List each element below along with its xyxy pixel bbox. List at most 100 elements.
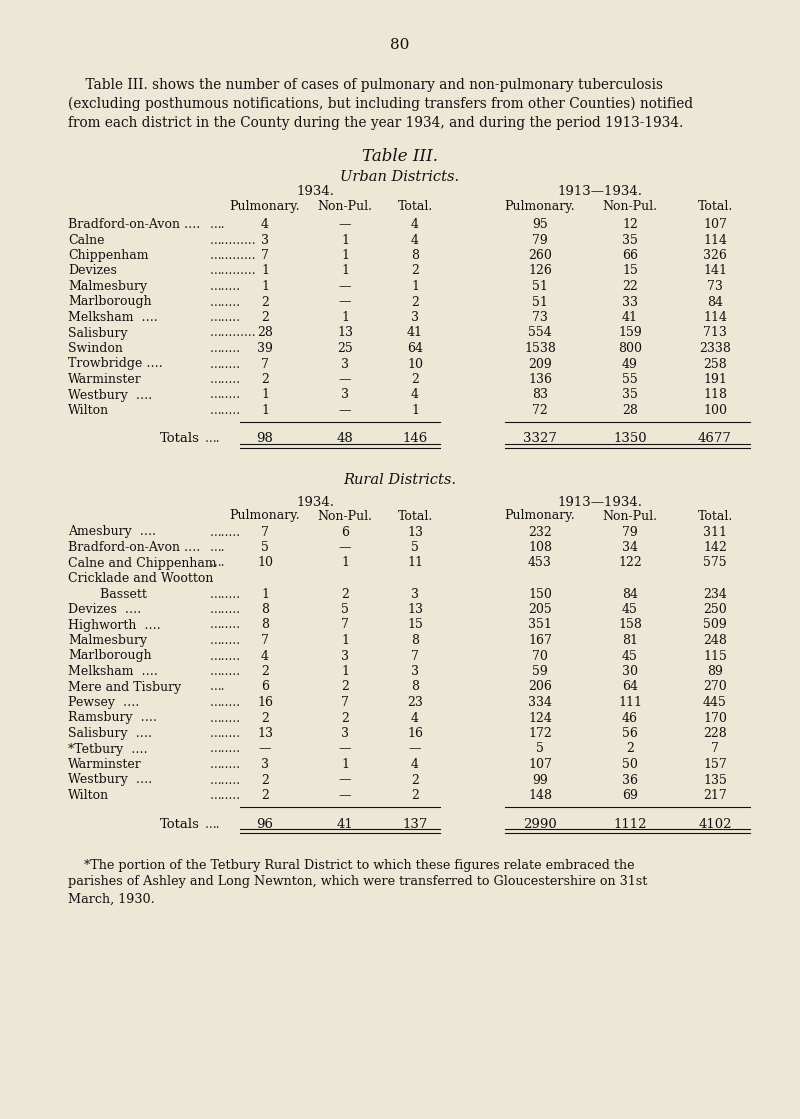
Text: 15: 15 bbox=[622, 264, 638, 278]
Text: Pulmonary.: Pulmonary. bbox=[230, 509, 300, 523]
Text: Devizes: Devizes bbox=[68, 264, 117, 278]
Text: ….….….: ….….…. bbox=[210, 234, 257, 246]
Text: Amesbury  ….: Amesbury …. bbox=[68, 526, 156, 538]
Text: 1: 1 bbox=[341, 264, 349, 278]
Text: 4: 4 bbox=[411, 758, 419, 771]
Text: 150: 150 bbox=[528, 587, 552, 601]
Text: ….….: ….…. bbox=[210, 603, 241, 615]
Text: 209: 209 bbox=[528, 357, 552, 370]
Text: 228: 228 bbox=[703, 727, 727, 740]
Text: 713: 713 bbox=[703, 327, 727, 339]
Text: ….….: ….…. bbox=[210, 404, 241, 417]
Text: 1: 1 bbox=[261, 388, 269, 402]
Text: ….….: ….…. bbox=[210, 388, 241, 402]
Text: 800: 800 bbox=[618, 342, 642, 355]
Text: ….….….: ….….…. bbox=[210, 250, 257, 262]
Text: ….….: ….…. bbox=[210, 727, 241, 740]
Text: 59: 59 bbox=[532, 665, 548, 678]
Text: ….….: ….…. bbox=[210, 743, 241, 755]
Text: 509: 509 bbox=[703, 619, 727, 631]
Text: 33: 33 bbox=[622, 295, 638, 309]
Text: Chippenham: Chippenham bbox=[68, 250, 149, 262]
Text: Wilton: Wilton bbox=[68, 404, 109, 417]
Text: 3327: 3327 bbox=[523, 433, 557, 445]
Text: ….….: ….…. bbox=[210, 295, 241, 309]
Text: —: — bbox=[338, 789, 351, 802]
Text: 1: 1 bbox=[341, 556, 349, 570]
Text: 98: 98 bbox=[257, 433, 274, 445]
Text: 445: 445 bbox=[703, 696, 727, 709]
Text: 270: 270 bbox=[703, 680, 727, 694]
Text: ….: …. bbox=[205, 818, 221, 830]
Text: 108: 108 bbox=[528, 540, 552, 554]
Text: 23: 23 bbox=[407, 696, 423, 709]
Text: 2: 2 bbox=[341, 587, 349, 601]
Text: 84: 84 bbox=[622, 587, 638, 601]
Text: 167: 167 bbox=[528, 634, 552, 647]
Text: Melksham  ….: Melksham …. bbox=[68, 665, 158, 678]
Text: 206: 206 bbox=[528, 680, 552, 694]
Text: 159: 159 bbox=[618, 327, 642, 339]
Text: 136: 136 bbox=[528, 373, 552, 386]
Text: March, 1930.: March, 1930. bbox=[68, 893, 154, 905]
Text: 107: 107 bbox=[528, 758, 552, 771]
Text: 16: 16 bbox=[257, 696, 273, 709]
Text: 250: 250 bbox=[703, 603, 727, 615]
Text: Pulmonary.: Pulmonary. bbox=[505, 509, 575, 523]
Text: 107: 107 bbox=[703, 218, 727, 231]
Text: 7: 7 bbox=[261, 634, 269, 647]
Text: 4: 4 bbox=[261, 218, 269, 231]
Text: 8: 8 bbox=[261, 619, 269, 631]
Text: 22: 22 bbox=[622, 280, 638, 293]
Text: 100: 100 bbox=[703, 404, 727, 417]
Text: ….….: ….…. bbox=[210, 311, 241, 325]
Text: 4: 4 bbox=[411, 712, 419, 724]
Text: Highworth  ….: Highworth …. bbox=[68, 619, 161, 631]
Text: 3: 3 bbox=[341, 388, 349, 402]
Text: ….: …. bbox=[210, 218, 226, 231]
Text: 7: 7 bbox=[261, 357, 269, 370]
Text: 7: 7 bbox=[261, 526, 269, 538]
Text: 2: 2 bbox=[341, 712, 349, 724]
Text: Malmesbury: Malmesbury bbox=[68, 280, 147, 293]
Text: 2: 2 bbox=[411, 773, 419, 787]
Text: 41: 41 bbox=[622, 311, 638, 325]
Text: 66: 66 bbox=[622, 250, 638, 262]
Text: 64: 64 bbox=[622, 680, 638, 694]
Text: 205: 205 bbox=[528, 603, 552, 615]
Text: 7: 7 bbox=[341, 619, 349, 631]
Text: 1: 1 bbox=[341, 250, 349, 262]
Text: ….….: ….…. bbox=[210, 373, 241, 386]
Text: 8: 8 bbox=[411, 680, 419, 694]
Text: —: — bbox=[338, 743, 351, 755]
Text: 1350: 1350 bbox=[613, 433, 647, 445]
Text: *The portion of the Tetbury Rural District to which these figures relate embrace: *The portion of the Tetbury Rural Distri… bbox=[68, 858, 634, 872]
Text: 7: 7 bbox=[411, 649, 419, 662]
Text: 35: 35 bbox=[622, 388, 638, 402]
Text: 157: 157 bbox=[703, 758, 727, 771]
Text: 2: 2 bbox=[261, 773, 269, 787]
Text: 6: 6 bbox=[341, 526, 349, 538]
Text: ….: …. bbox=[210, 680, 226, 694]
Text: 89: 89 bbox=[707, 665, 723, 678]
Text: ….….: ….…. bbox=[210, 357, 241, 370]
Text: 45: 45 bbox=[622, 603, 638, 615]
Text: ….….: ….…. bbox=[210, 619, 241, 631]
Text: Marlborough: Marlborough bbox=[68, 649, 152, 662]
Text: Bradford-on-Avon ….: Bradford-on-Avon …. bbox=[68, 540, 200, 554]
Text: 3: 3 bbox=[341, 357, 349, 370]
Text: 351: 351 bbox=[528, 619, 552, 631]
Text: 15: 15 bbox=[407, 619, 423, 631]
Text: 1: 1 bbox=[261, 404, 269, 417]
Text: Westbury  ….: Westbury …. bbox=[68, 773, 152, 787]
Text: 2: 2 bbox=[411, 789, 419, 802]
Text: 5: 5 bbox=[341, 603, 349, 615]
Text: 554: 554 bbox=[528, 327, 552, 339]
Text: 1934.: 1934. bbox=[296, 496, 334, 508]
Text: 13: 13 bbox=[407, 603, 423, 615]
Text: 2: 2 bbox=[261, 295, 269, 309]
Text: 334: 334 bbox=[528, 696, 552, 709]
Text: Totals: Totals bbox=[160, 433, 200, 445]
Text: 72: 72 bbox=[532, 404, 548, 417]
Text: 170: 170 bbox=[703, 712, 727, 724]
